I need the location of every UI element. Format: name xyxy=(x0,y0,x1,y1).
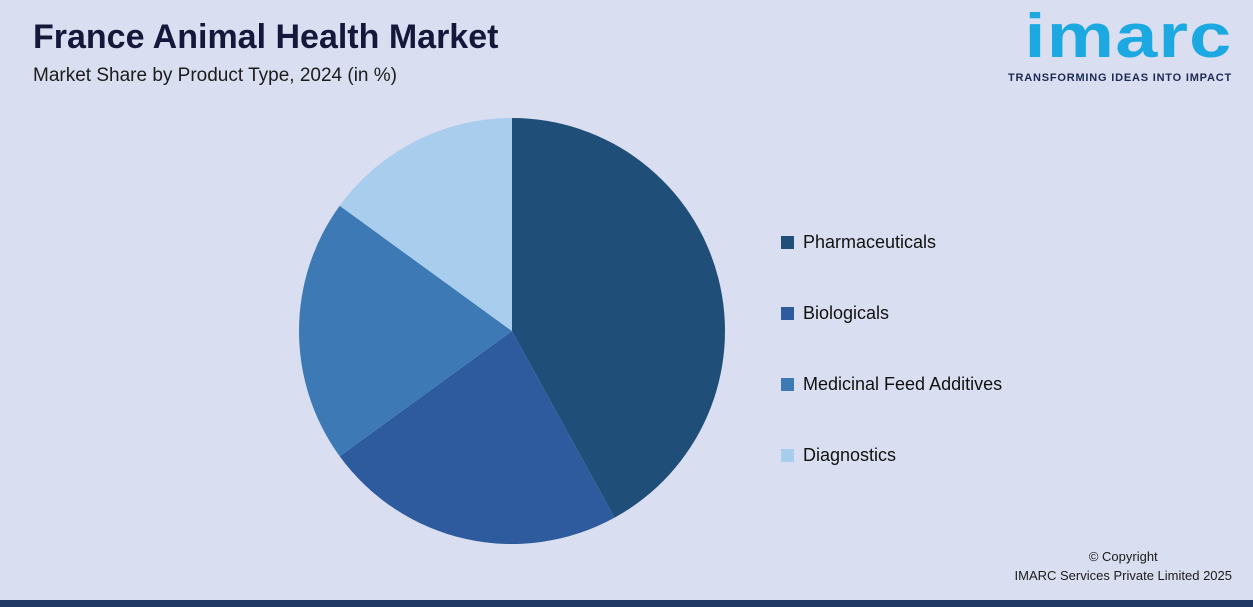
copyright-line1: © Copyright xyxy=(1088,549,1158,565)
copyright: © Copyright IMARC Services Private Limit… xyxy=(1015,548,1232,586)
pie-chart xyxy=(299,118,725,544)
legend-label: Medicinal Feed Additives xyxy=(803,373,1003,394)
header: France Animal Health Market Market Share… xyxy=(33,18,498,87)
pie-slice-biologicals xyxy=(339,331,615,544)
legend-item-pharmaceuticals: Pharmaceuticals xyxy=(781,231,1002,253)
pie-svg xyxy=(299,118,725,544)
legend-label: Diagnostics xyxy=(803,444,897,465)
legend-item-biologicals: Biologicals xyxy=(781,302,1002,324)
legend-swatch xyxy=(781,235,794,249)
legend-swatch xyxy=(781,448,794,462)
pie-slice-pharmaceuticals xyxy=(512,118,725,518)
copyright-line2: IMARC Services Private Limited 2025 xyxy=(1014,568,1232,584)
imarc-logo-wordmark: imarc xyxy=(1024,2,1232,71)
legend-label: Pharmaceuticals xyxy=(803,231,937,252)
legend-swatch xyxy=(781,306,794,320)
imarc-logo-tagline: TRANSFORMING IDEAS INTO IMPACT xyxy=(1007,72,1232,84)
chart-title: France Animal Health Market xyxy=(33,18,499,56)
legend-item-medicinal-feed-additives: Medicinal Feed Additives xyxy=(781,373,1002,395)
imarc-logo: imarc TRANSFORMING IDEAS INTO IMPACT xyxy=(1007,2,1232,85)
chart-subtitle: Market Share by Product Type, 2024 (in %… xyxy=(33,65,397,86)
legend-label: Biologicals xyxy=(803,302,890,323)
legend: Pharmaceuticals Biologicals Medicinal Feed… xyxy=(781,231,1002,515)
pie-slice-diagnostics xyxy=(339,118,512,331)
legend-swatch xyxy=(781,377,794,391)
legend-item-diagnostics: Diagnostics xyxy=(781,444,1002,466)
bottom-accent-bar xyxy=(0,600,1253,607)
pie-slice-medicinal-feed-additives xyxy=(299,205,512,457)
